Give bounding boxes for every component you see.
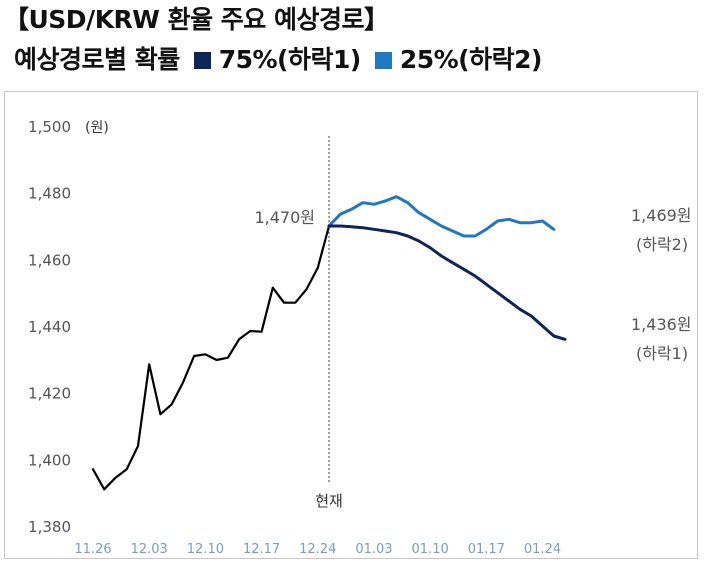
series-line-history (91, 224, 331, 491)
y-tick-label: 1,440 (28, 318, 71, 336)
x-tick-label: 12.03 (131, 542, 168, 557)
chart-panel: 1,380 1,400 1,420 1,440 1,460 1,480 1,500 (원) 11… (4, 91, 698, 559)
y-tick-label: 1,480 (28, 185, 71, 203)
x-tick-label: 12.24 (299, 542, 336, 557)
y-tick-label: 1,500 (28, 118, 71, 136)
chart-title: 【USD/KRW 환율 주요 예상경로】 (4, 5, 389, 34)
x-tick-label: 01.24 (524, 542, 561, 557)
y-axis-unit: (원) (85, 120, 109, 136)
legend-item-down2: 25%(하락2) (374, 44, 543, 76)
y-tick-label: 1,460 (28, 251, 71, 269)
x-tick-label: 12.17 (243, 542, 280, 557)
subtitle-text: 예상경로별 확률 (14, 45, 180, 74)
legend-swatch-down1 (193, 51, 211, 69)
x-tick-label: 11.26 (74, 542, 111, 557)
x-tick-label: 01.17 (468, 542, 505, 557)
y-tick-label: 1,380 (28, 518, 71, 536)
series-line-down1 (327, 224, 567, 341)
line-chart: 1,380 1,400 1,420 1,440 1,460 1,480 1,500 (원) 11… (28, 118, 692, 557)
now-value-label: 1,470원 (254, 208, 315, 227)
x-tick-label: 12.10 (187, 542, 224, 557)
x-tick-label: 01.10 (412, 542, 449, 557)
y-tick-label: 1,400 (28, 451, 71, 469)
now-label: 현재 (315, 492, 343, 510)
end-series-label-down2: (하락2) (636, 235, 688, 254)
x-tick-label: 01.03 (355, 542, 392, 557)
end-value-label-down1: 1,436원 (631, 315, 692, 334)
legend-swatch-down2 (374, 51, 392, 69)
legend-label-down1: 75%(하락1) (218, 45, 362, 74)
y-tick-label: 1,420 (28, 385, 71, 403)
chart-subtitle: 예상경로별 확률 75%(하락1) 25%(하락2) (14, 44, 542, 76)
end-value-label-down2: 1,469원 (631, 206, 692, 225)
end-series-label-down1: (하락1) (636, 344, 688, 363)
legend-item-down1: 75%(하락1) (193, 44, 362, 76)
legend-label-down2: 25%(하락2) (399, 45, 543, 74)
series-line-down2 (327, 195, 556, 238)
